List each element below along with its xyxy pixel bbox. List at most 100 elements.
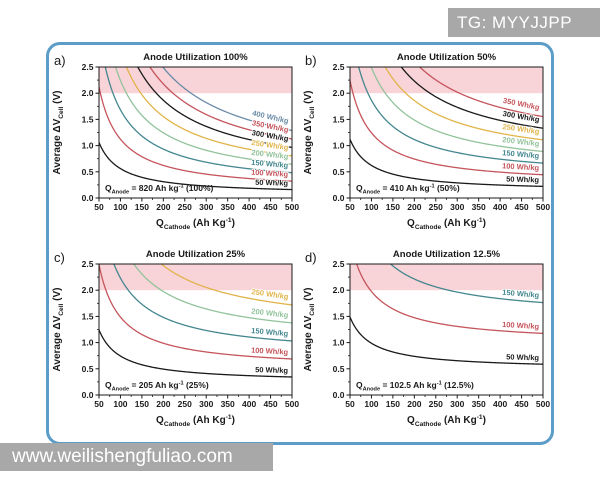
annotation: QAnode = 410 Ah kg-1 (50%): [356, 183, 460, 195]
x-tick-label: 500: [285, 202, 299, 212]
watermark-bottom-left: www.weilishengfuliao.com: [0, 443, 273, 471]
y-tick-label: 0.5: [333, 167, 345, 177]
x-tick-label: 100: [113, 399, 127, 409]
series-label-50-wh-kg: 50 Wh/kg: [255, 178, 289, 188]
x-tick-label: 200: [407, 202, 421, 212]
y-axis-label: Average ΔVCell (V): [52, 288, 65, 372]
y-tick-label: 1.5: [82, 311, 94, 321]
series-label-200-wh-kg: 200 Wh/kg: [502, 135, 540, 148]
x-axis-label: QCathode (Ah Kg-1): [156, 414, 235, 428]
y-tick-label: 1.0: [333, 338, 345, 348]
series-label-150-wh-kg: 150 Wh/kg: [251, 326, 289, 338]
x-tick-label: 200: [407, 399, 421, 409]
series-label-50-wh-kg: 50 Wh/kg: [255, 365, 289, 375]
panel-title: Anode Utilization 100%: [143, 52, 248, 63]
x-tick-label: 250: [178, 202, 192, 212]
series-curve-250-wh-kg: [384, 67, 543, 141]
x-tick-label: 400: [242, 399, 256, 409]
series-curve-300-wh-kg: [137, 67, 292, 149]
x-tick-label: 50: [345, 399, 355, 409]
series-label-100-wh-kg: 100 Wh/kg: [502, 161, 540, 172]
figure-border-box: 50 100 150 200 250 300 350 400 450 500 0.0 0.5 1.0 1.…: [46, 42, 554, 445]
y-tick-label: 0.0: [82, 193, 94, 203]
overvoltage-band: [99, 67, 292, 94]
x-tick-label: 100: [364, 399, 378, 409]
annotation: QAnode = 205 Ah kg-1 (25%): [105, 380, 209, 392]
series-curve-150-wh-kg: [358, 67, 543, 164]
x-tick-label: 450: [263, 202, 277, 212]
series-curve-100-wh-kg: [99, 264, 292, 360]
y-tick-label: 1.5: [333, 311, 345, 321]
y-tick-label: 0.5: [333, 364, 345, 374]
x-axis-label: QCathode (Ah Kg-1): [156, 217, 235, 231]
x-tick-label: 150: [135, 399, 149, 409]
series-label-100-wh-kg: 100 Wh/kg: [251, 168, 289, 179]
y-tick-label: 2.0: [82, 285, 94, 295]
x-tick-label: 100: [113, 202, 127, 212]
x-tick-label: 350: [472, 202, 486, 212]
y-tick-label: 1.0: [82, 141, 94, 151]
x-tick-label: 500: [285, 399, 299, 409]
x-tick-label: 300: [199, 399, 213, 409]
series-curve-200-wh-kg: [370, 67, 543, 153]
series-curve-400-wh-kg: [161, 67, 292, 132]
y-tick-label: 0.5: [82, 167, 94, 177]
y-tick-label: 2.0: [82, 88, 94, 98]
panel-letter: c): [54, 250, 65, 265]
x-axis-label: QCathode (Ah Kg-1): [407, 217, 486, 231]
y-tick-label: 0.0: [333, 390, 345, 400]
x-tick-label: 500: [536, 202, 550, 212]
y-axis-label: Average ΔVCell (V): [303, 91, 316, 175]
x-tick-label: 350: [221, 399, 235, 409]
series-curve-50-wh-kg: [99, 329, 292, 378]
x-tick-label: 400: [242, 202, 256, 212]
y-tick-label: 1.5: [82, 114, 94, 124]
y-tick-label: 0.5: [82, 364, 94, 374]
series-curve-350-wh-kg: [418, 67, 543, 118]
panel-c: 50 100 150 200 250 300 350 400 450 500 0.0 0.5 1.0 1.…: [49, 244, 300, 442]
x-tick-label: 400: [493, 202, 507, 212]
overvoltage-band: [350, 67, 543, 94]
series-label-150-wh-kg: 150 Wh/kg: [502, 148, 540, 160]
x-tick-label: 450: [514, 202, 528, 212]
y-tick-label: 2.5: [82, 259, 94, 269]
x-tick-label: 400: [493, 399, 507, 409]
series-label-200-wh-kg: 200 Wh/kg: [251, 307, 289, 320]
x-tick-label: 250: [429, 399, 443, 409]
x-tick-label: 150: [386, 399, 400, 409]
panel-b-chart: 50 100 150 200 250 300 350 400 450 500 0.0 0.5 1.0 1.…: [303, 52, 550, 231]
x-tick-label: 500: [536, 399, 550, 409]
x-tick-label: 350: [472, 399, 486, 409]
panel-title: Anode Utilization 25%: [146, 249, 246, 260]
series-curve-150-wh-kg: [104, 67, 292, 174]
x-tick-label: 200: [156, 202, 170, 212]
x-tick-label: 100: [364, 202, 378, 212]
series-curve-100-wh-kg: [356, 264, 543, 335]
series-curve-50-wh-kg: [350, 138, 543, 188]
x-tick-label: 250: [429, 202, 443, 212]
panel-a-chart: 50 100 150 200 250 300 350 400 450 500 0.0 0.5 1.0 1.…: [52, 52, 299, 231]
x-tick-label: 300: [450, 202, 464, 212]
series-curve-50-wh-kg: [99, 142, 292, 191]
y-axis-label: Average ΔVCell (V): [303, 288, 316, 372]
series-label-50-wh-kg: 50 Wh/kg: [506, 175, 540, 185]
annotation: QAnode = 820 Ah kg-1 (100%): [105, 183, 214, 195]
x-tick-label: 150: [386, 202, 400, 212]
panel-c-chart: 50 100 150 200 250 300 350 400 450 500 0.0 0.5 1.0 1.…: [52, 249, 299, 428]
series-label-150-wh-kg: 150 Wh/kg: [502, 288, 540, 300]
x-axis-label: QCathode (Ah Kg-1): [407, 414, 486, 428]
series-curve-250-wh-kg: [125, 67, 292, 157]
series-curve-200-wh-kg: [114, 67, 292, 165]
x-tick-label: 300: [199, 202, 213, 212]
series-curve-50-wh-kg: [350, 316, 543, 365]
y-tick-label: 2.0: [333, 88, 345, 98]
y-tick-label: 1.0: [333, 141, 345, 151]
y-tick-label: 1.0: [82, 338, 94, 348]
panel-b: 50 100 150 200 250 300 350 400 450 500 0.0 0.5 1.0 1.…: [300, 47, 551, 245]
panel-title: Anode Utilization 50%: [397, 52, 497, 63]
x-tick-label: 200: [156, 399, 170, 409]
y-tick-label: 2.5: [333, 62, 345, 72]
series-curve-100-wh-kg: [99, 86, 292, 182]
panel-a: 50 100 150 200 250 300 350 400 450 500 0.0 0.5 1.0 1.…: [49, 47, 300, 245]
